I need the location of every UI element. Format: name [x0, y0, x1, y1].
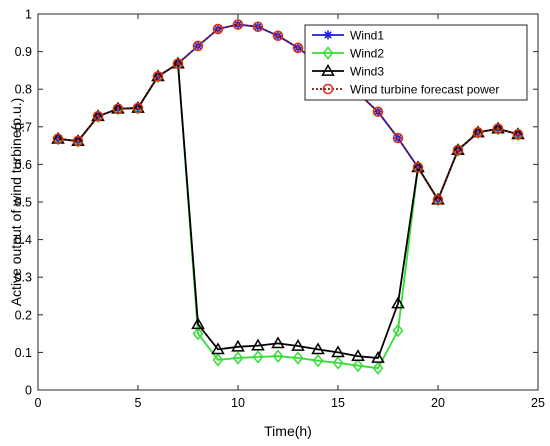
data-point-circle: [52, 133, 64, 145]
data-point-triangle: [321, 63, 335, 76]
y-tick-label: 0.1: [15, 346, 32, 360]
legend-box: [304, 24, 528, 101]
data-point-circle: [492, 123, 504, 134]
x-tick-label: 5: [135, 396, 142, 410]
data-point-circle: [232, 19, 244, 30]
data-point-circle: [92, 110, 104, 122]
data-point-diamond: [212, 353, 224, 367]
legend-entry-label: Wind2: [350, 47, 384, 61]
legend-entry-label: Wind turbine forecast power: [350, 83, 499, 97]
data-point-circle: [472, 127, 484, 138]
data-point-center: [396, 136, 400, 140]
data-point-circle: [152, 71, 164, 82]
y-tick-label: 0.9: [15, 45, 32, 59]
data-point-circle: [112, 103, 124, 115]
data-point-triangle: [291, 338, 305, 351]
data-point-asterisk: [323, 30, 333, 40]
x-tick-label: 20: [431, 396, 445, 410]
data-point-circle: [172, 58, 184, 69]
data-point-center: [276, 34, 280, 38]
data-point-triangle: [251, 338, 265, 351]
data-point-circle: [292, 42, 304, 54]
data-point-triangle: [391, 296, 405, 309]
data-point-diamond: [352, 358, 364, 373]
y-tick-label: 0.8: [15, 83, 32, 97]
data-point-center: [96, 114, 100, 118]
data-point-triangle: [371, 351, 385, 363]
data-point-diamond: [292, 351, 304, 365]
marker-stroke: [324, 31, 332, 39]
data-point-circle: [72, 135, 84, 147]
y-tick-label: 0.3: [15, 271, 32, 285]
axes: 0 5 10 15 20 25 0 0.1 0.2 0.3 0.4 0.5 0.6 0.7 0.8 0.9 1: [15, 8, 545, 411]
y-tick-label: 1: [25, 8, 32, 22]
data-point-triangle: [331, 345, 345, 358]
data-point-circle: [212, 23, 224, 35]
data-point-triangle: [211, 342, 225, 355]
data-point-center: [296, 46, 300, 50]
legend-entry-label: Wind3: [350, 65, 384, 79]
y-tick-label: 0.6: [15, 158, 32, 172]
x-tick-label: 10: [231, 396, 245, 410]
data-point-triangle: [311, 342, 325, 355]
data-point-center: [476, 131, 480, 134]
data-point-center: [236, 23, 240, 26]
x-tick-label: 0: [35, 396, 42, 410]
data-point-center: [176, 62, 180, 65]
y-tick-label: 0.5: [15, 196, 32, 210]
data-point-circle: [412, 162, 424, 173]
y-tick-label: 0.2: [15, 308, 32, 322]
data-point-triangle: [231, 339, 245, 352]
data-point-center: [116, 107, 120, 111]
data-point-circle: [372, 106, 384, 118]
data-point-center: [136, 106, 140, 110]
data-point-diamond: [332, 356, 344, 370]
data-point-center: [376, 110, 380, 114]
data-point-circle: [432, 194, 444, 206]
data-point-triangle: [351, 349, 365, 362]
data-point-circle: [192, 40, 204, 52]
data-point-center: [76, 139, 80, 143]
data-point-circle: [252, 21, 264, 33]
y-tick-label: 0.4: [15, 233, 32, 247]
x-tick-label: 25: [531, 396, 545, 410]
data-point-center: [216, 27, 220, 31]
data-point-diamond: [322, 46, 334, 60]
data-point-diamond: [232, 351, 244, 365]
series-line: [57, 23, 519, 201]
legend-entry-label: Wind1: [350, 29, 384, 43]
data-point-diamond: [392, 323, 404, 338]
data-point-circle: [452, 144, 464, 156]
data-point-diamond: [312, 353, 324, 368]
data-point-center: [436, 198, 440, 202]
data-point-circle: [322, 83, 334, 95]
data-point-circle: [132, 102, 144, 114]
data-point-circle: [392, 132, 404, 144]
data-point-diamond: [272, 349, 284, 363]
data-point-center: [56, 137, 60, 141]
data-point-triangle: [191, 317, 205, 330]
data-point-triangle: [271, 336, 285, 349]
data-point-center: [196, 44, 200, 48]
x-axis-label: Time(h): [264, 423, 312, 439]
data-point-center: [156, 75, 160, 78]
data-point-diamond: [192, 326, 204, 341]
data-point-diamond: [252, 350, 264, 364]
y-tick-label: 0.7: [15, 120, 32, 134]
y-axis-label: Active output of wind turbine(p.u.): [8, 98, 24, 307]
data-point-circle: [272, 30, 284, 42]
data-point-center: [456, 148, 460, 152]
x-tick-label: 15: [331, 396, 345, 410]
data-point-center: [516, 133, 520, 136]
data-point-circle: [512, 129, 524, 140]
data-point-center: [416, 166, 420, 169]
data-point-center: [256, 25, 260, 29]
data-point-diamond: [372, 361, 384, 375]
y-tick-label: 0: [25, 384, 32, 398]
data-point-center: [496, 127, 500, 130]
legend: Wind1 Wind2 Wind3 Wind turbine forecast pow…: [304, 24, 528, 101]
